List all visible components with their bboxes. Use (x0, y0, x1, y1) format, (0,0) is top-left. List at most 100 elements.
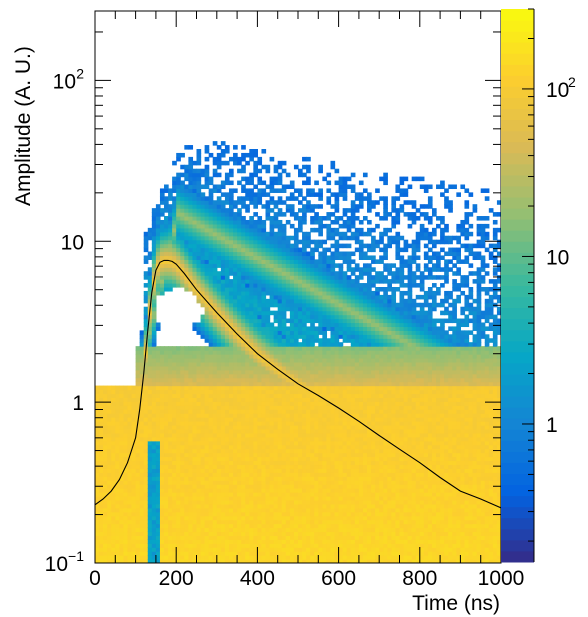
heatmap-cell (212, 255, 218, 260)
heatmap-cell (293, 361, 299, 367)
heatmap-cell (269, 322, 275, 328)
heatmap-cell (228, 444, 234, 450)
heatmap-cell (164, 354, 169, 359)
heatmap-cell (155, 219, 161, 225)
heatmap-cell (224, 298, 230, 304)
heatmap-cell (338, 354, 344, 359)
heatmap-cell (184, 373, 189, 379)
heatmap-cell (164, 507, 169, 513)
heatmap-cell (159, 480, 165, 485)
heatmap-cell (111, 527, 116, 533)
heatmap-cell (159, 436, 165, 442)
heatmap-cell (172, 448, 177, 454)
heatmap-cell (119, 507, 125, 513)
heatmap-cell (115, 543, 120, 548)
heatmap-cell (220, 393, 226, 398)
heatmap-cell (123, 507, 129, 513)
heatmap-cell (204, 259, 210, 264)
heatmap-cell (172, 413, 177, 418)
heatmap-cell (159, 369, 165, 375)
heatmap-cell (123, 472, 129, 477)
heatmap-cell (111, 484, 116, 489)
heatmap-cell (151, 338, 157, 343)
heatmap-cell (281, 298, 287, 304)
heatmap-cell (220, 318, 226, 324)
heatmap-cell (253, 547, 258, 552)
heatmap-cell (306, 373, 311, 379)
heatmap-cell (172, 519, 177, 525)
heatmap-cell (192, 480, 198, 485)
heatmap-cell (103, 492, 108, 497)
heatmap-cell (326, 456, 332, 462)
heatmap-cell (289, 551, 295, 556)
heatmap-cell (302, 495, 307, 501)
heatmap-cell (330, 365, 336, 371)
heatmap-cell (216, 456, 222, 462)
heatmap-cell (220, 480, 226, 485)
heatmap-cell (237, 539, 242, 544)
heatmap-cell (306, 409, 311, 414)
heatmap-cell (196, 492, 202, 497)
heatmap-cell (172, 235, 177, 241)
heatmap-cell (208, 515, 214, 521)
heatmap-cell (164, 397, 169, 402)
heatmap-cell (326, 531, 332, 536)
heatmap-cell (330, 369, 336, 375)
heatmap-cell (298, 326, 303, 331)
heatmap-cell (208, 476, 214, 481)
heatmap-cell (281, 539, 287, 544)
heatmap-cell (314, 495, 319, 501)
heatmap-cell (172, 559, 177, 563)
heatmap-cell (143, 535, 149, 540)
heatmap-cell (281, 342, 287, 347)
heatmap-cell (338, 373, 344, 379)
heatmap-cell (298, 417, 303, 422)
heatmap-cell (298, 539, 303, 544)
heatmap-cell (273, 168, 279, 174)
heatmap-cell (265, 310, 271, 316)
heatmap-cell (127, 499, 133, 505)
heatmap-cell (237, 503, 242, 509)
heatmap-cell (168, 444, 173, 450)
heatmap-cell (224, 192, 230, 197)
heatmap-cell (322, 476, 328, 481)
heatmap-cell (265, 302, 271, 308)
heatmap-cell (310, 354, 315, 359)
heatmap-cell (237, 318, 242, 324)
heatmap-cell (285, 393, 291, 398)
heatmap-cell (176, 279, 181, 284)
heatmap-cell (135, 377, 141, 383)
heatmap-cell (289, 322, 295, 328)
heatmap-cell (208, 223, 214, 229)
heatmap-cell (228, 373, 234, 379)
heatmap-cell (265, 421, 271, 426)
heatmap-cell (289, 212, 295, 217)
heatmap-cell (99, 551, 104, 556)
heatmap-cell (233, 346, 238, 351)
heatmap-cell (293, 338, 299, 343)
heatmap-cell (237, 385, 242, 391)
heatmap-cell (265, 267, 271, 272)
heatmap-cell (322, 385, 328, 391)
heatmap-cell (159, 381, 165, 387)
heatmap-cell (107, 444, 112, 450)
heatmap-cell (237, 263, 242, 268)
heatmap-cell (155, 223, 161, 229)
heatmap-cell (281, 251, 287, 257)
heatmap-cell (212, 184, 218, 190)
heatmap-cell (188, 492, 194, 497)
heatmap-cell (249, 452, 254, 458)
heatmap-cell (285, 409, 291, 414)
heatmap-cell (139, 409, 145, 414)
heatmap-cell (285, 377, 291, 383)
heatmap-cell (285, 350, 291, 355)
heatmap-cell (159, 227, 165, 233)
heatmap-cell (241, 389, 246, 395)
heatmap-cell (143, 318, 149, 324)
heatmap-cell (298, 294, 303, 300)
heatmap-cell (135, 346, 141, 351)
heatmap-cell (180, 527, 185, 533)
heatmap-cell (306, 231, 311, 237)
heatmap-cell (192, 263, 198, 268)
heatmap-cell (237, 464, 242, 469)
